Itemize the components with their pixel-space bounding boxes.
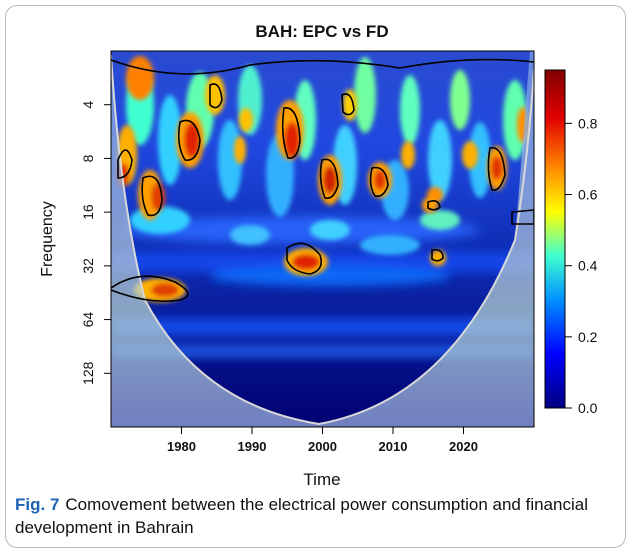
y-axis: 4 8 16 32 64 128 <box>80 101 111 385</box>
coi-outline <box>111 54 534 426</box>
y-axis-label: Frequency <box>39 201 56 277</box>
wavelet-chart: BAH: EPC vs FD <box>39 22 598 489</box>
chart-title: BAH: EPC vs FD <box>255 22 388 41</box>
x-axis-label: Time <box>303 470 340 489</box>
y-tick-label: 16 <box>80 204 96 220</box>
x-tick-label: 1990 <box>238 439 267 454</box>
y-tick-label: 128 <box>80 361 96 385</box>
significance-contours <box>111 58 534 303</box>
x-tick-label: 2010 <box>379 439 408 454</box>
figure-caption: Fig. 7 Comovement between the electrical … <box>15 493 615 539</box>
figure-label: Fig. 7 <box>15 495 60 514</box>
coi-shading <box>111 51 534 427</box>
x-axis: 1980 1990 2000 2010 2020 <box>167 427 478 454</box>
caption-text: Comovement between the electrical power … <box>15 495 588 537</box>
wavelet-heatmap <box>111 51 534 427</box>
colorbar-tick-label: 0.6 <box>578 187 598 203</box>
x-tick-label: 1980 <box>167 439 196 454</box>
colorbar-tick-label: 0.8 <box>578 115 598 131</box>
x-tick-label: 2000 <box>308 439 337 454</box>
y-tick-label: 8 <box>80 154 96 162</box>
y-tick-label: 32 <box>80 258 96 274</box>
colorbar-tick-label: 0.0 <box>578 400 598 416</box>
y-tick-label: 64 <box>80 312 96 328</box>
x-tick-label: 2020 <box>449 439 478 454</box>
colorbar <box>544 69 566 409</box>
colorbar-tick-label: 0.4 <box>578 258 598 274</box>
colorbar-axis: 0.0 0.2 0.4 0.6 0.8 <box>565 115 598 416</box>
y-tick-label: 4 <box>80 101 96 109</box>
colorbar-tick-label: 0.2 <box>578 329 598 345</box>
